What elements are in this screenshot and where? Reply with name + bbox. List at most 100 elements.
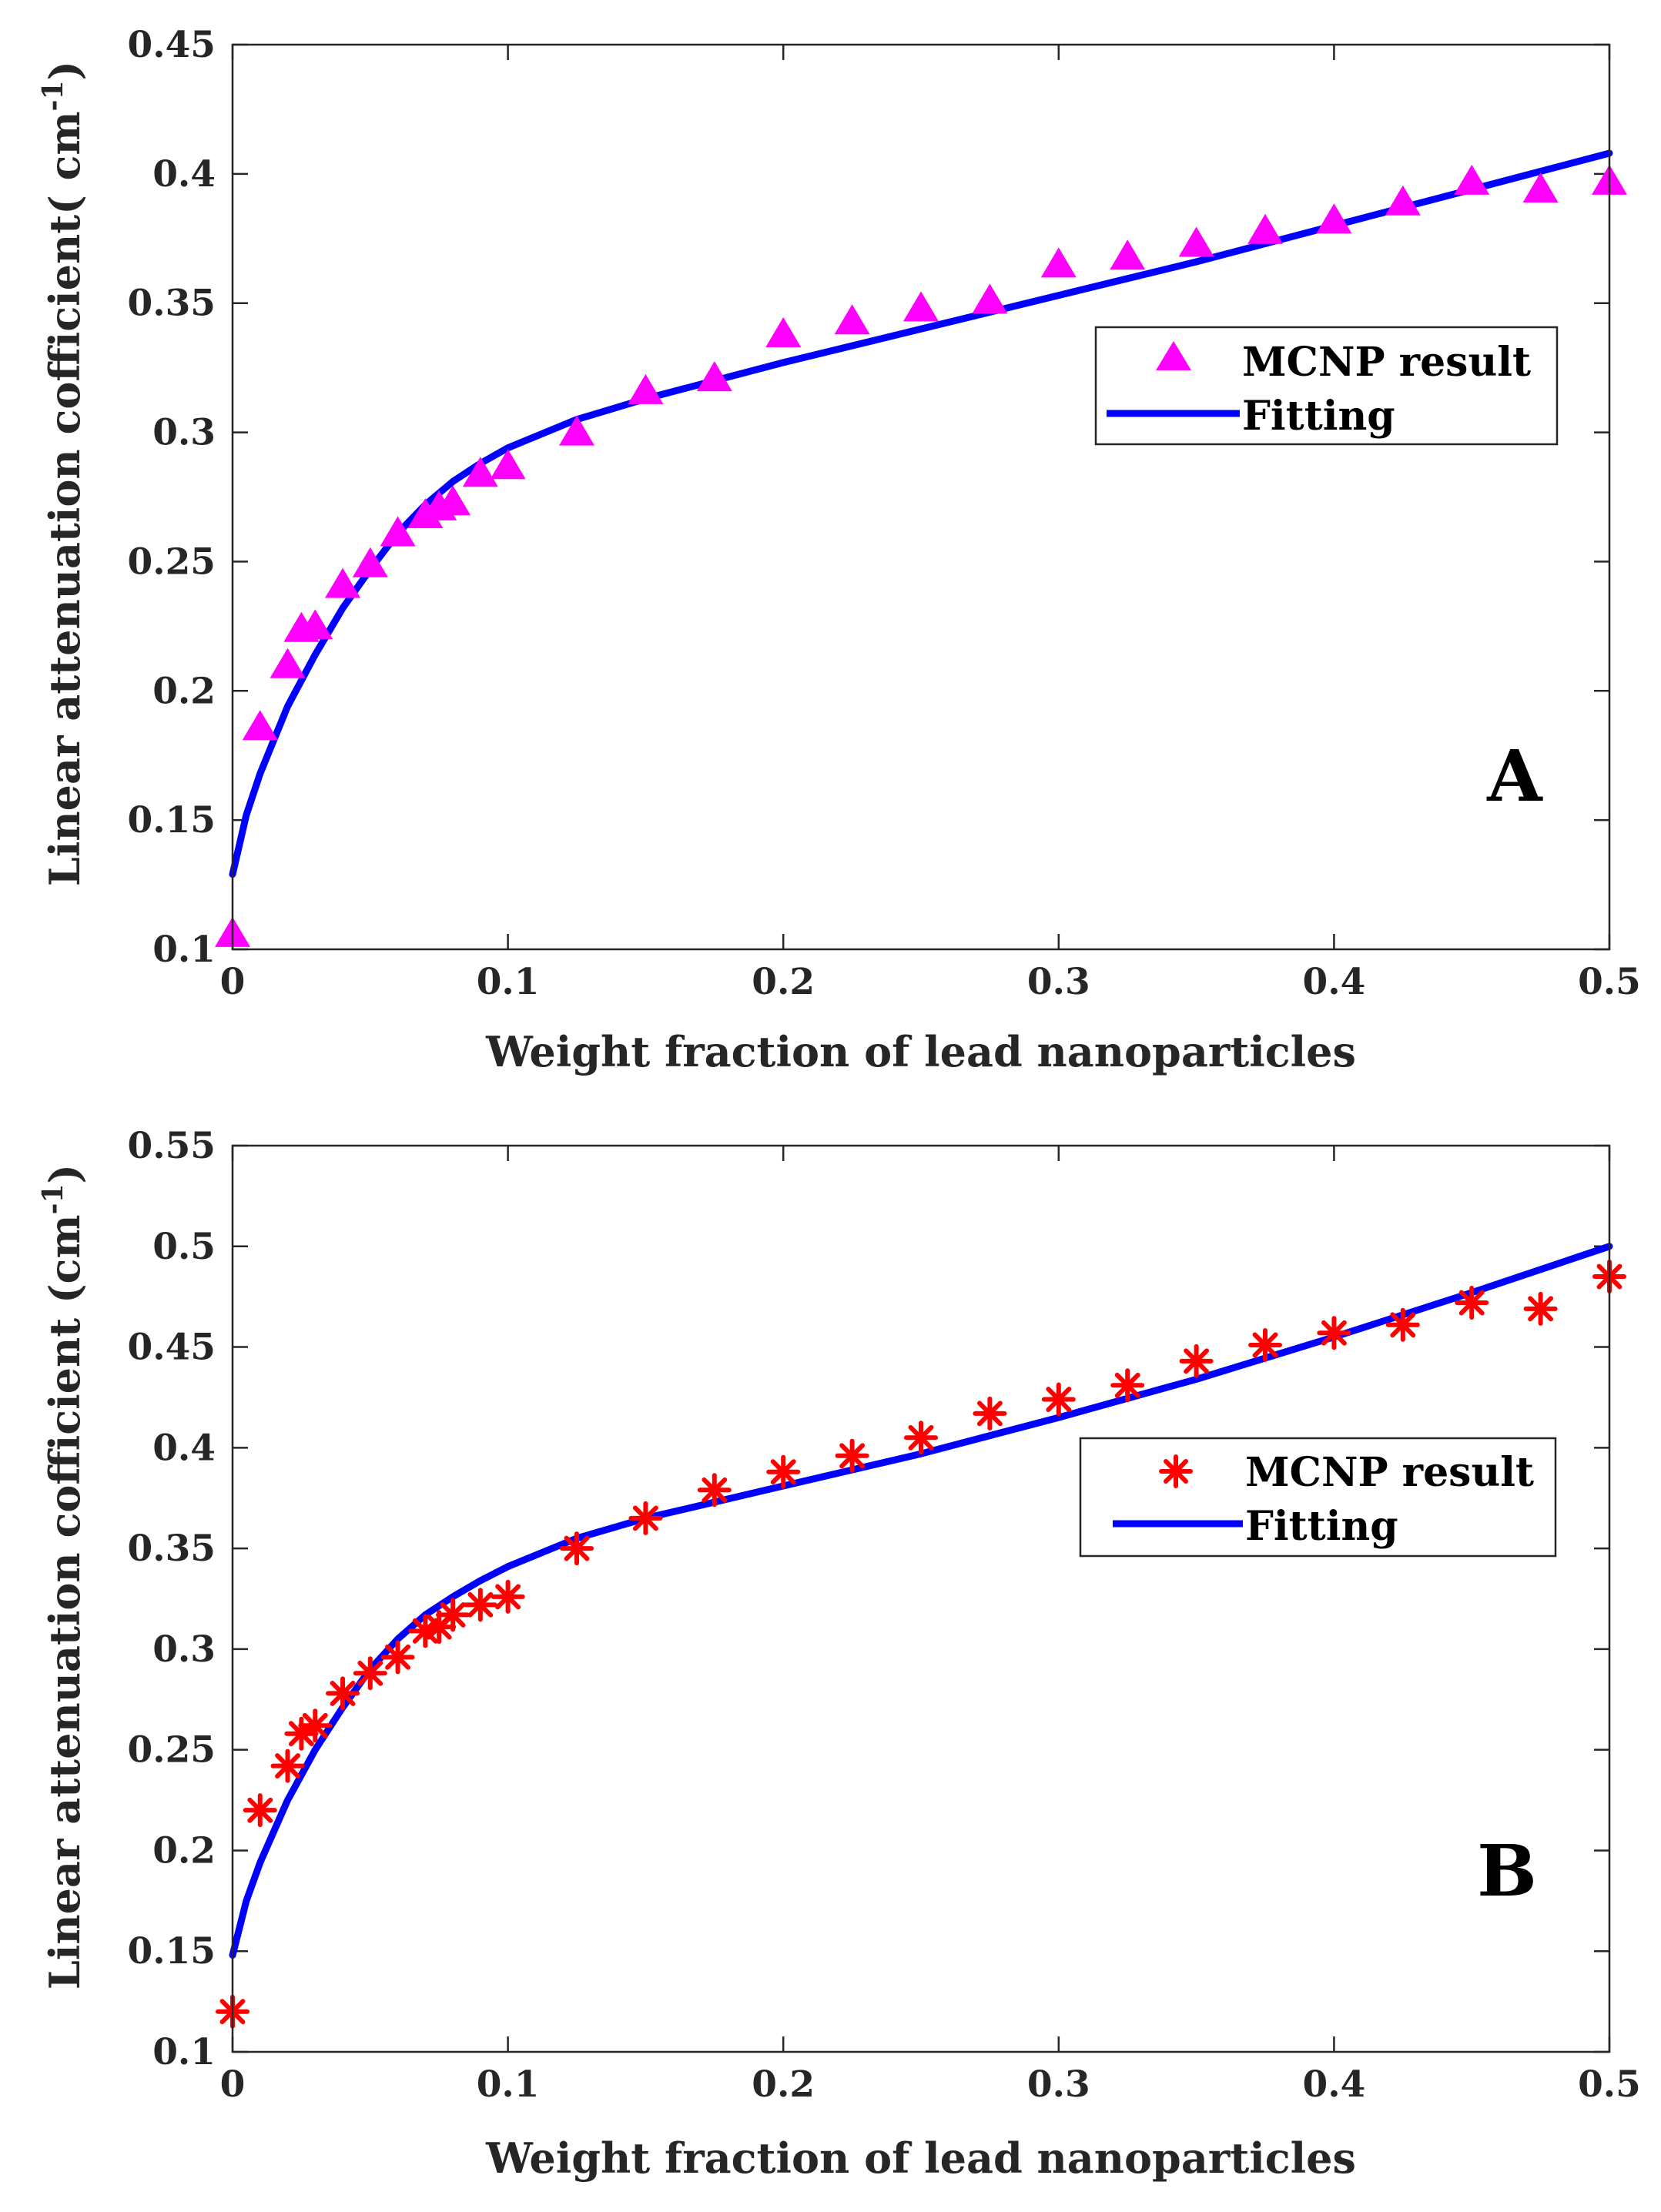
- mcnp-point-b-4: [298, 1708, 333, 1743]
- mcnp-point-b-5: [326, 1676, 360, 1711]
- mcnp-point-a-12: [490, 449, 526, 480]
- legend-label-mcnp-a: MCNP result: [1242, 339, 1531, 386]
- y-tick-label-b-8: 0.5: [152, 1226, 216, 1268]
- x-tick-label-a-1: 0.1: [477, 961, 540, 1003]
- mcnp-point-b-6: [353, 1656, 387, 1691]
- y-tick-label-a-2: 0.2: [152, 670, 216, 712]
- y-tick-label-b-5: 0.35: [128, 1528, 216, 1570]
- mcnp-point-b-24: [1317, 1316, 1351, 1350]
- mcnp-point-a-27: [1522, 172, 1559, 202]
- mcnp-point-a-23: [1247, 213, 1283, 244]
- legend-label-fitting-b: Fitting: [1245, 1503, 1398, 1550]
- mcnp-point-b-2: [270, 1749, 305, 1783]
- y-axis-label-main-b: Linear attenuation cofficient (cm: [40, 1214, 89, 1989]
- chart-panel-b: 0 0.1 0.2 0.3 0.4 0.5 0.10.150.20.250.30.350.…: [37, 1125, 1641, 2183]
- fitting-line-b: [229, 1243, 1613, 1959]
- x-tick-label-b-0: 0: [220, 2063, 246, 2106]
- plot-frame-a: [231, 43, 1611, 951]
- y-tick-label-a-1: 0.15: [128, 799, 216, 842]
- x-tick-label-b-1: 0.1: [477, 2063, 540, 2106]
- mcnp-point-a-11: [462, 457, 498, 487]
- mcnp-point-a-17: [834, 304, 870, 335]
- mcnp-point-b-17: [835, 1438, 869, 1473]
- mcnp-point-b-11: [463, 1588, 497, 1622]
- y-axis-label-a: Linear attenuation cofficient( cm-1): [37, 61, 89, 886]
- y-tick-label-b-7: 0.45: [128, 1327, 216, 1369]
- fitting-line-a: [229, 149, 1613, 878]
- x-axis-label-b: Weight fraction of lead nanoparticles: [485, 2133, 1356, 2183]
- mcnp-point-b-26: [1455, 1286, 1489, 1320]
- panel-letter-a: A: [1486, 735, 1543, 818]
- y-tick-label-b-4: 0.3: [152, 1628, 216, 1671]
- mcnp-point-b-16: [766, 1454, 801, 1489]
- mcnp-point-a-21: [1110, 239, 1146, 270]
- mcnp-point-a-13: [559, 415, 594, 446]
- mcnp-point-a-18: [903, 291, 939, 322]
- mcnp-point-a-19: [972, 283, 1008, 314]
- mcnp-point-b-20: [1041, 1382, 1076, 1417]
- legend-marker-triangle-icon: [1156, 341, 1191, 370]
- x-tick-label-b-4: 0.4: [1303, 2063, 1366, 2106]
- mcnp-point-b-12: [491, 1579, 525, 1614]
- mcnp-point-a-6: [352, 547, 388, 577]
- y-tick-label-a-5: 0.35: [128, 283, 216, 325]
- x-tick-label-a-4: 0.4: [1303, 961, 1366, 1003]
- y-axis-label-main-a: Linear attenuation cofficient( cm: [40, 111, 89, 886]
- y-tick-label-b-3: 0.25: [128, 1729, 216, 1772]
- mcnp-point-a-22: [1178, 226, 1214, 257]
- y-axis-label-exponent-b: -1: [37, 1183, 69, 1214]
- y-tick-label-a-6: 0.4: [152, 153, 216, 196]
- mcnp-point-b-22: [1179, 1344, 1214, 1378]
- y-axis-label-exponent-a: -1: [37, 80, 69, 111]
- x-axis-label-a: Weight fraction of lead nanoparticles: [485, 1027, 1356, 1076]
- legend-marker-asterisk-icon: [1159, 1454, 1193, 1488]
- mcnp-point-a-5: [325, 567, 361, 598]
- mcnp-point-b-8: [408, 1614, 443, 1648]
- x-tick-label-b-3: 0.3: [1027, 2063, 1090, 2106]
- mcnp-point-a-10: [435, 485, 471, 516]
- mcnp-point-a-15: [696, 361, 732, 392]
- mcnp-point-a-4: [297, 609, 333, 640]
- y-axis-label-b: Linear attenuation cofficient (cm-1): [37, 1164, 89, 1989]
- y-tick-label-b-0: 0.1: [152, 2031, 216, 2073]
- legend-box-b: [1079, 1437, 1557, 1558]
- chart-panel-a: 0 0.1 0.2 0.3 0.4 0.5 0.10.150.20.250.30.350.…: [37, 24, 1641, 1076]
- y-tick-label-b-9: 0.55: [128, 1125, 216, 1167]
- mcnp-point-b-14: [628, 1501, 663, 1535]
- y-axis-label-close-a: ): [40, 61, 89, 81]
- panel-letter-b: B: [1477, 1829, 1537, 1912]
- legend-label-mcnp-b: MCNP result: [1245, 1449, 1534, 1496]
- mcnp-point-a-24: [1316, 203, 1352, 234]
- y-axis-label-close-b: ): [40, 1164, 89, 1184]
- y-tick-label-b-6: 0.4: [152, 1427, 216, 1469]
- legend-b: MCNP result Fitting: [1079, 1437, 1557, 1558]
- mcnp-point-a-2: [270, 648, 306, 678]
- x-tick-label-a-3: 0.3: [1027, 961, 1090, 1003]
- mcnp-point-b-21: [1110, 1368, 1145, 1403]
- y-tick-label-b-1: 0.15: [128, 1930, 216, 1973]
- x-tick-label-b-2: 0.2: [752, 2063, 815, 2106]
- mcnp-point-b-19: [973, 1396, 1007, 1431]
- mcnp-point-b-27: [1523, 1291, 1558, 1326]
- mcnp-point-a-7: [380, 516, 416, 547]
- mcnp-point-a-14: [628, 373, 664, 404]
- y-tick-label-a-7: 0.45: [128, 24, 216, 66]
- y-tick-label-b-2: 0.2: [152, 1829, 216, 1872]
- legend-label-fitting-a: Fitting: [1242, 393, 1395, 440]
- mcnp-point-a-1: [242, 710, 278, 741]
- x-tick-label-a-5: 0.5: [1578, 961, 1641, 1003]
- mcnp-point-a-16: [765, 317, 802, 347]
- x-tick-label-b-5: 0.5: [1578, 2063, 1641, 2106]
- y-tick-label-a-0: 0.1: [152, 929, 216, 971]
- mcnp-point-b-10: [436, 1598, 471, 1632]
- x-tick-label-a-2: 0.2: [752, 961, 815, 1003]
- mcnp-point-b-23: [1248, 1327, 1282, 1362]
- plot-frame-b: [231, 1144, 1611, 2053]
- mcnp-point-a-8: [407, 498, 444, 528]
- x-tick-label-a-0: 0: [220, 961, 246, 1003]
- legend-a: MCNP result Fitting: [1094, 326, 1559, 446]
- y-tick-label-a-4: 0.3: [152, 412, 216, 454]
- mcnp-point-b-1: [243, 1793, 277, 1828]
- mcnp-point-a-25: [1385, 185, 1421, 216]
